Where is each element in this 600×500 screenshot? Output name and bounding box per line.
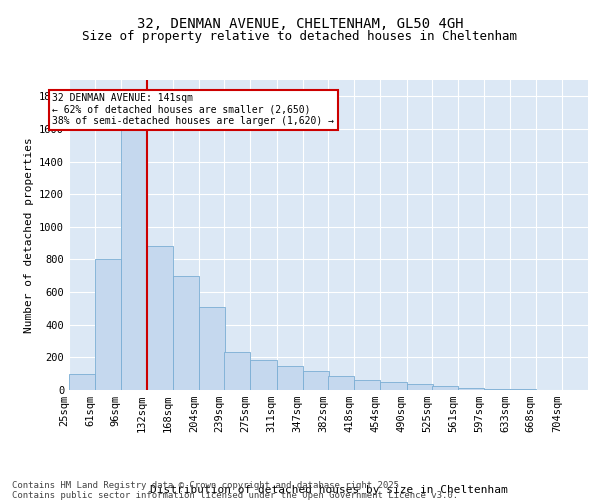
Bar [173, 276, 199, 390]
Bar [407, 384, 433, 390]
Bar [354, 380, 380, 390]
Text: Size of property relative to detached houses in Cheltenham: Size of property relative to detached ho… [83, 30, 517, 43]
Bar [484, 388, 511, 390]
Text: 32, DENMAN AVENUE, CHELTENHAM, GL50 4GH: 32, DENMAN AVENUE, CHELTENHAM, GL50 4GH [137, 18, 463, 32]
Text: Distribution of detached houses by size in Cheltenham: Distribution of detached houses by size … [150, 485, 508, 495]
Bar [95, 260, 121, 390]
Bar [511, 389, 536, 390]
Bar [224, 352, 250, 390]
Y-axis label: Number of detached properties: Number of detached properties [23, 137, 34, 333]
Bar [458, 388, 484, 390]
Text: Contains HM Land Registry data © Crown copyright and database right 2025.
Contai: Contains HM Land Registry data © Crown c… [12, 480, 458, 500]
Bar [380, 382, 407, 390]
Bar [250, 360, 277, 390]
Bar [277, 366, 303, 390]
Bar [303, 371, 329, 390]
Bar [328, 376, 354, 390]
Bar [121, 121, 146, 390]
Text: 32 DENMAN AVENUE: 141sqm
← 62% of detached houses are smaller (2,650)
38% of sem: 32 DENMAN AVENUE: 141sqm ← 62% of detach… [52, 93, 334, 126]
Bar [146, 246, 173, 390]
Bar [69, 374, 95, 390]
Bar [432, 386, 458, 390]
Bar [199, 307, 225, 390]
